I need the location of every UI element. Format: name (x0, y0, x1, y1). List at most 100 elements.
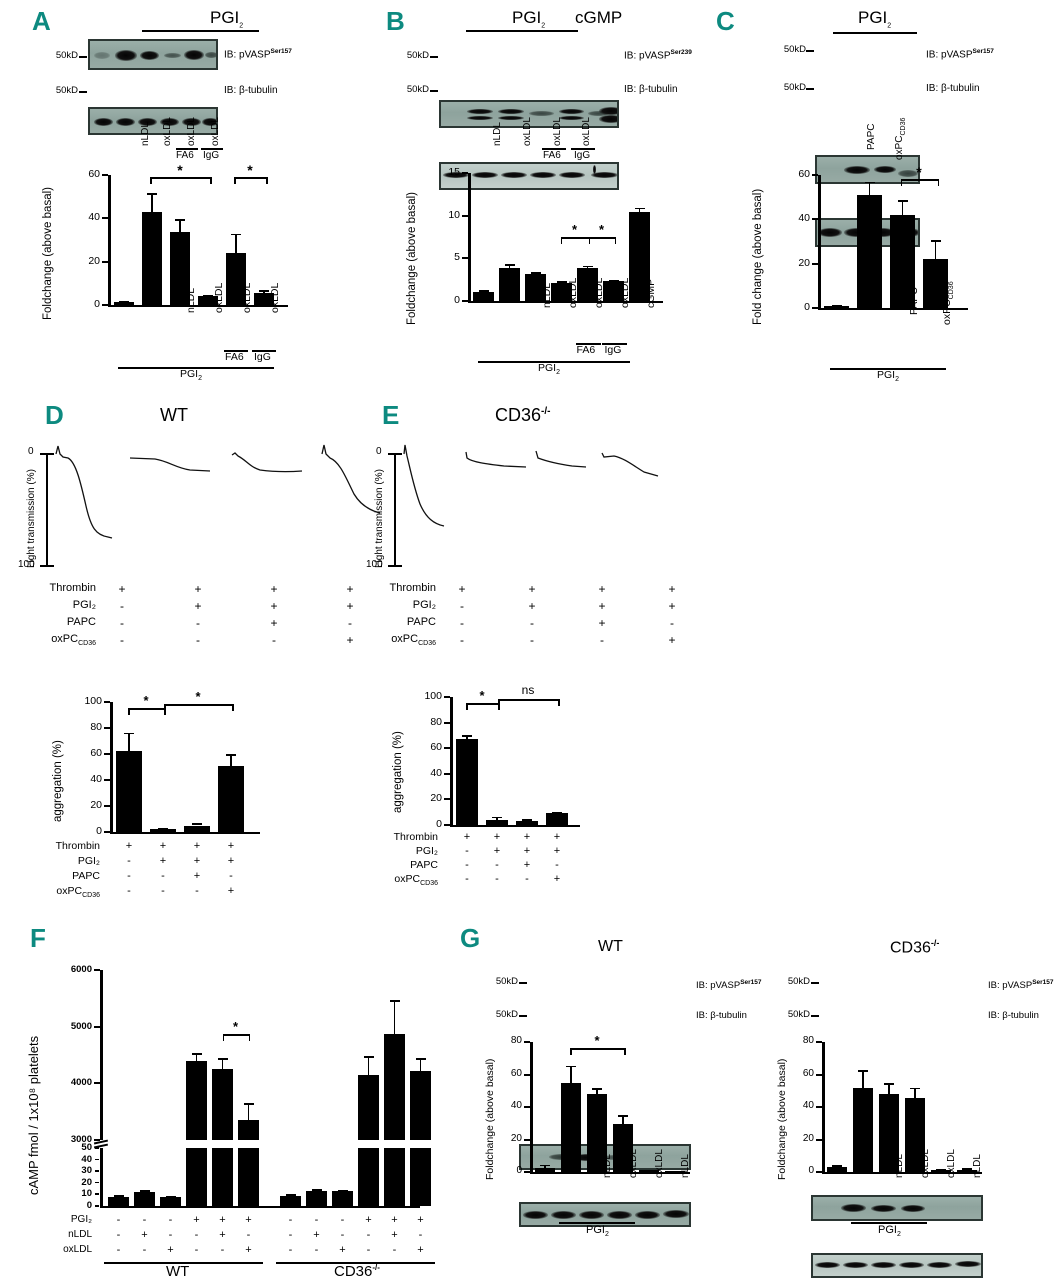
bar (546, 813, 568, 825)
sig-bracket-tick (937, 179, 940, 186)
sig-bracket-tick (498, 699, 500, 706)
bar-lower-segment (410, 1148, 431, 1206)
blot-band (901, 1205, 925, 1212)
condition-value: - (120, 616, 124, 630)
error-cap (504, 263, 515, 266)
axis-label: IgG (254, 351, 271, 363)
condition-value: - (530, 633, 534, 647)
condition-value: - (196, 633, 200, 647)
bar (150, 829, 176, 832)
error-cap (147, 193, 157, 196)
panel-g-left-ib-bottom: IB: β-tubulin (696, 1010, 747, 1021)
sig-bracket-tick (222, 1034, 225, 1041)
sig-bracket (900, 179, 938, 181)
panel-g-left-mw-top: 50kD (495, 976, 518, 987)
error-cap (165, 1195, 176, 1198)
condition-value: - (161, 885, 165, 897)
condition-value: - (465, 873, 469, 885)
y-tick-label: 10 (81, 1188, 92, 1200)
condition-value: + (194, 599, 202, 613)
sig-bracket-tick (128, 708, 130, 715)
condition-value: - (460, 616, 464, 630)
panel-b-mw-tick-bottom (430, 90, 438, 92)
y-axis-lower (100, 1148, 103, 1206)
panel-c-mw-bottom: 50kD (783, 82, 806, 93)
panel-a-blot-header: PGI2 (210, 8, 244, 30)
condition-value: + (523, 859, 531, 871)
y-tick-label: 0 (808, 1165, 814, 1176)
trace-y-label-100: 100 (18, 559, 35, 570)
error-cap (522, 819, 532, 822)
blot-band (160, 118, 179, 126)
panel-c-mw-top: 50kD (783, 44, 806, 55)
condition-value: + (227, 885, 235, 897)
panel-a-group-rule-fa6 (176, 148, 198, 150)
condition-value: + (159, 855, 167, 867)
condition-value: - (288, 1229, 293, 1241)
blot-band (498, 116, 524, 120)
condition-value: - (288, 1214, 293, 1226)
y-tick-label: 60 (90, 747, 102, 759)
panel-g-right-mw-bottom: 50kD (787, 1009, 810, 1020)
blot-band (844, 228, 869, 237)
blot-band (818, 228, 842, 237)
axis-category-label-text: oxLDL (213, 282, 225, 313)
axis-group-rule (601, 343, 627, 345)
error-bar (508, 263, 511, 268)
y-tick-label: 0 (86, 1200, 92, 1211)
aggregation-trace-svg (403, 444, 659, 527)
bar-lower-segment (358, 1148, 379, 1206)
error-cap (192, 822, 202, 825)
panel-g-right-mw-tick-top (811, 982, 819, 984)
condition-row-label: oxPCCD36 (51, 633, 96, 648)
bar (561, 1082, 581, 1172)
error-bar (195, 1053, 198, 1061)
y-tick-label: 20 (81, 1176, 92, 1188)
condition-value: + (417, 1244, 424, 1256)
panel-d-chart: aggregation (%) 0 20 40 60 80 100 * * Thrombin + +… (38, 690, 338, 899)
condition-value: + (193, 840, 201, 852)
bar (890, 214, 915, 308)
y-tick (102, 174, 108, 176)
error-cap (831, 305, 842, 307)
panel-letter-b: B (386, 6, 405, 36)
condition-row-label: PAPC (410, 859, 438, 871)
y-tick (94, 969, 100, 971)
panel-b-mw-bottom: 50kD (406, 84, 429, 95)
y-tick-label: 10 (448, 208, 460, 221)
sig-bracket (234, 177, 266, 179)
bar (516, 821, 538, 825)
bar (499, 267, 520, 301)
y-tick-label: 100 (424, 690, 442, 702)
y-tick-label: 40 (81, 1153, 92, 1165)
error-cap (158, 827, 168, 830)
blot-band (898, 170, 918, 177)
error-cap (139, 1190, 150, 1193)
y-tick (104, 727, 110, 729)
blot-band (588, 111, 609, 116)
condition-value: + (194, 582, 202, 596)
y-tick (816, 1041, 822, 1043)
axis-category-label-text: nLDL (680, 1154, 691, 1178)
x-axis (468, 301, 663, 303)
axis-category-label-text: oxLDL (946, 1149, 957, 1178)
error-cap (592, 1087, 602, 1090)
condition-value: - (120, 633, 124, 647)
blot-band (443, 172, 469, 178)
panel-b-group-label-igg: IgG (574, 150, 591, 161)
significance-marker: ns (521, 683, 535, 697)
bar (486, 819, 508, 825)
blot-band (94, 118, 113, 126)
y-tick-label: 4000 (70, 1077, 92, 1089)
bar (114, 302, 134, 305)
significance-marker: * (916, 164, 922, 180)
y-tick (524, 1073, 530, 1076)
y-tick (444, 696, 450, 698)
axis-category-label-text: oxLDL (654, 1149, 665, 1178)
panel-b-blot-pvasp (439, 100, 619, 128)
error-cap (552, 811, 562, 814)
error-cap (832, 1165, 842, 1167)
sig-bracket (150, 177, 210, 179)
sig-bracket-tick (900, 179, 903, 186)
error-cap (530, 271, 541, 274)
